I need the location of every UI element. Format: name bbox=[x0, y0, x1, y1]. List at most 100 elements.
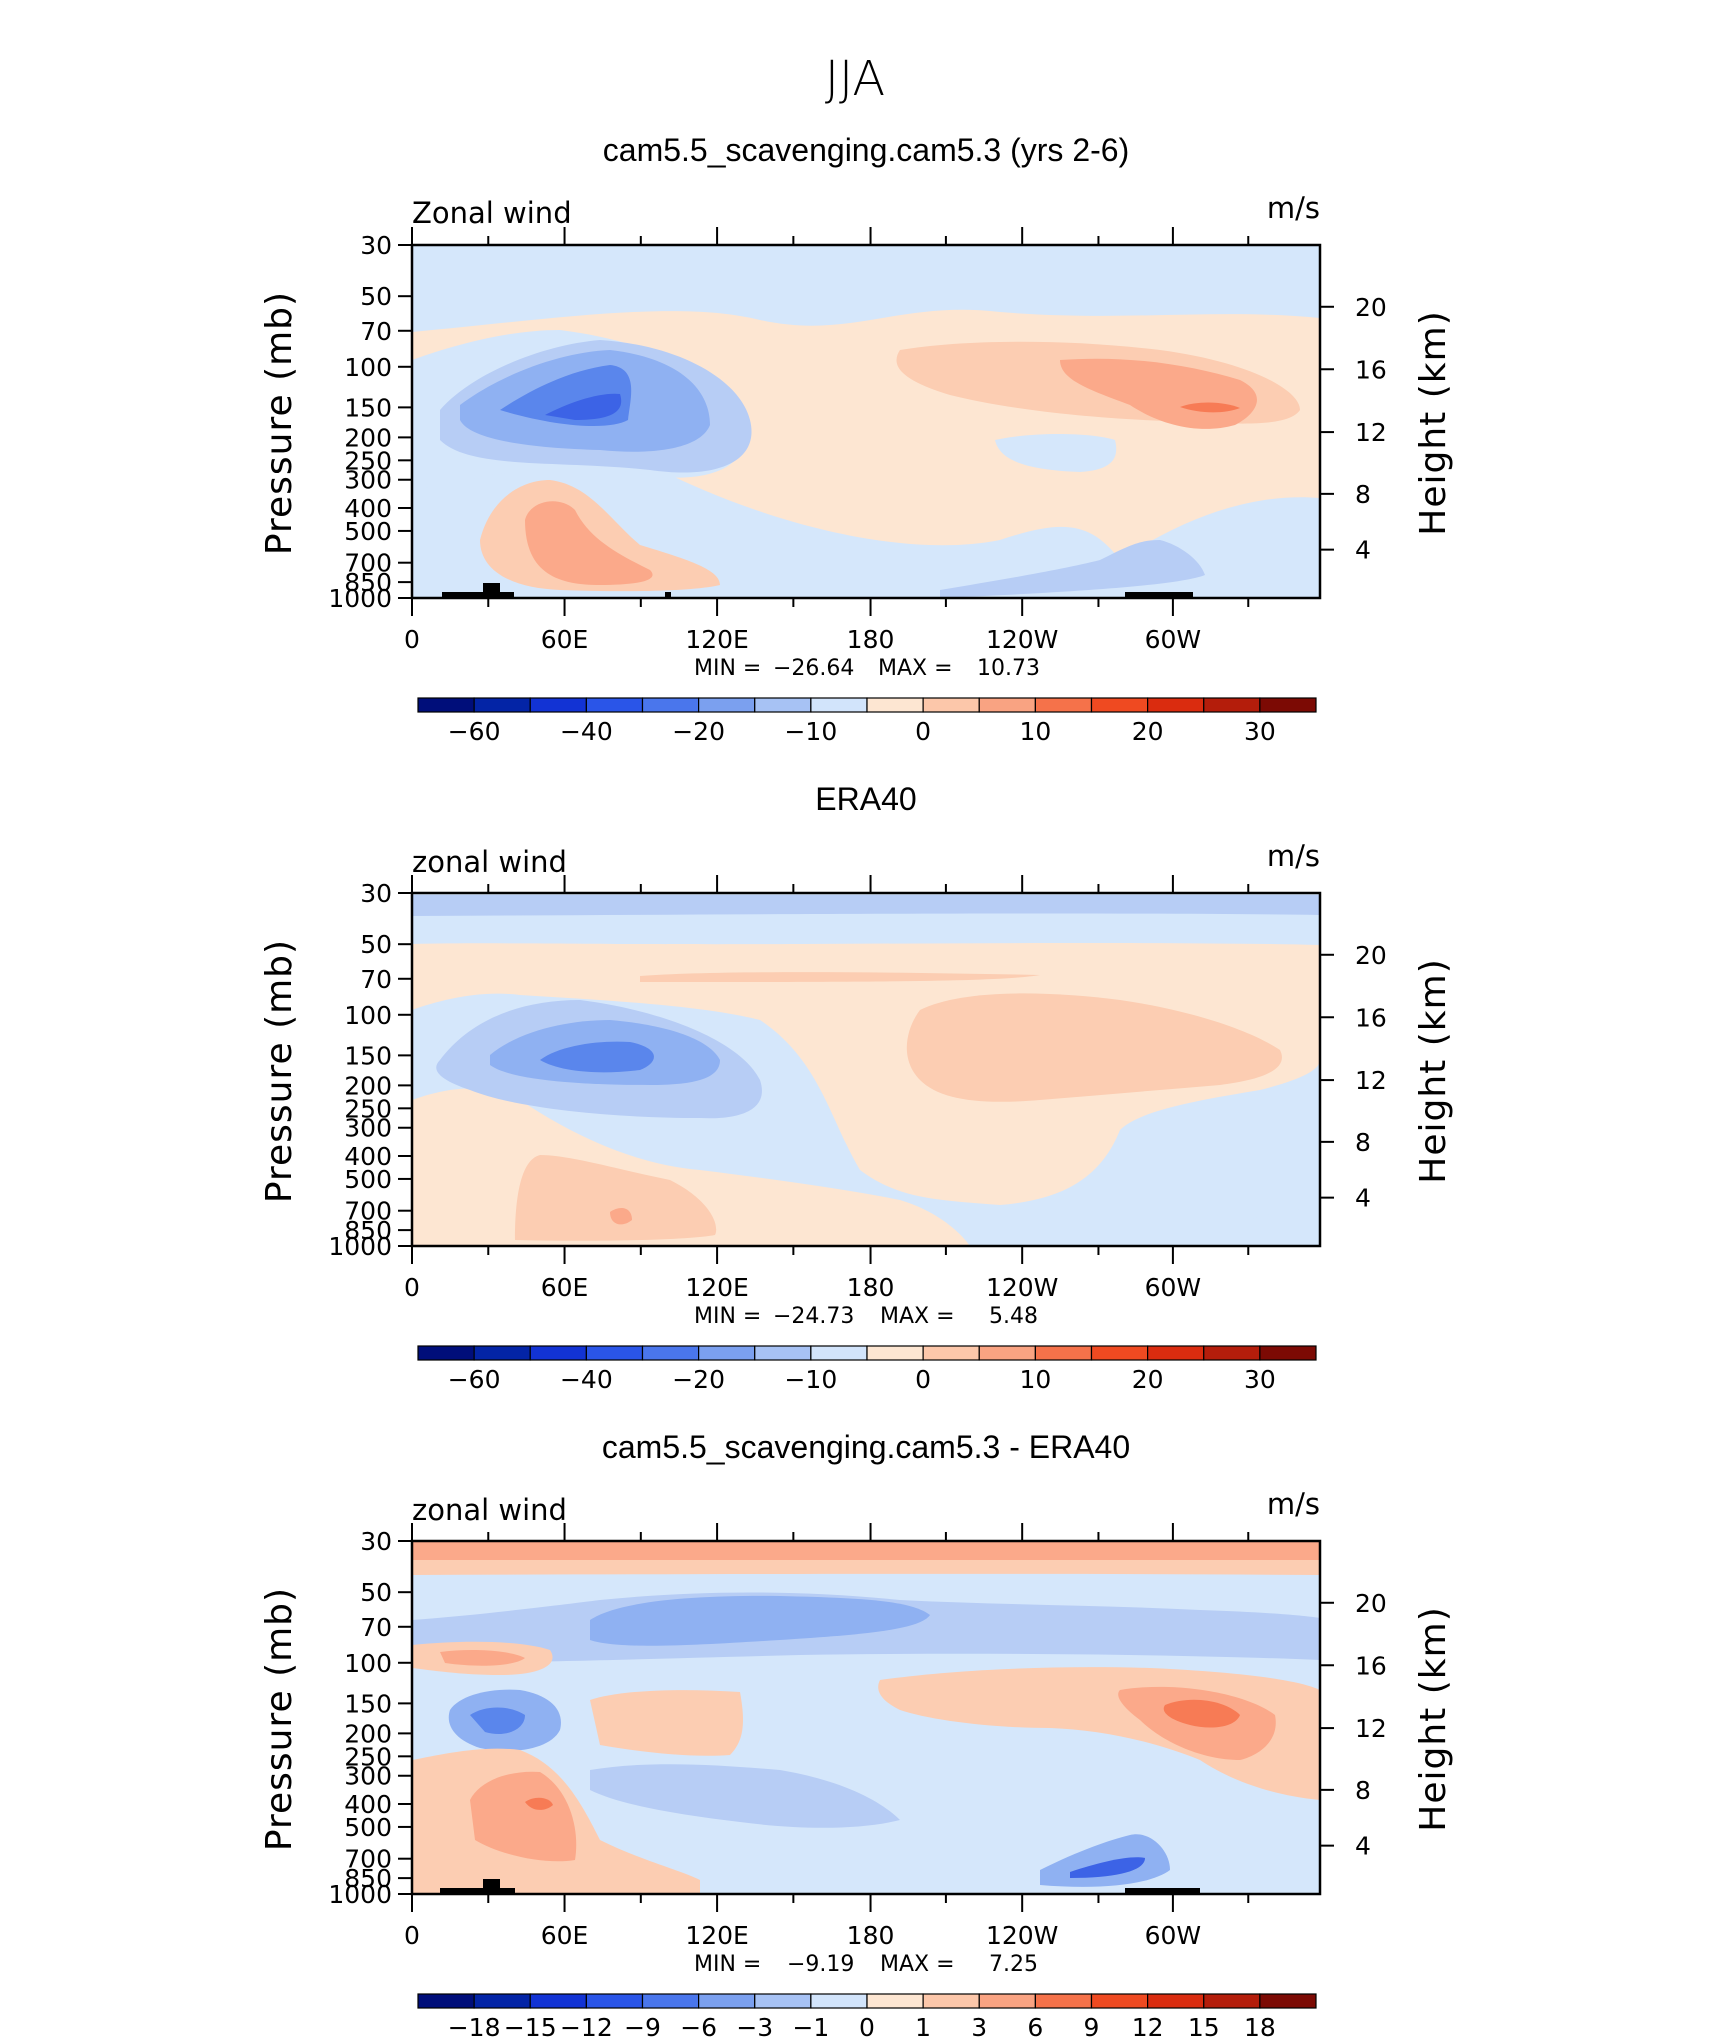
cell-east-weak bbox=[906, 993, 1282, 1102]
colorbar-label: −10 bbox=[784, 717, 837, 746]
topography bbox=[442, 583, 1193, 598]
x-tick-label: 60W bbox=[1145, 1921, 1202, 1950]
y2-tick-label: 8 bbox=[1355, 1776, 1371, 1805]
cell-west-min bbox=[545, 393, 622, 420]
colorbar-swatch bbox=[698, 1345, 756, 1361]
colorbar-swatch bbox=[417, 1993, 475, 2009]
y2-tick-label: 16 bbox=[1355, 1003, 1387, 1032]
y2-tick-label: 4 bbox=[1355, 1832, 1371, 1861]
colorbar-label: −20 bbox=[672, 1365, 725, 1394]
y-tick-label: 100 bbox=[344, 353, 392, 382]
plot-frame bbox=[410, 243, 1322, 600]
y-tick-label: 70 bbox=[360, 1613, 392, 1642]
colorbar-swatch bbox=[754, 697, 812, 713]
colorbar-swatch bbox=[1203, 697, 1261, 713]
colorbar-label: 0 bbox=[859, 2013, 875, 2038]
panel-obs: ERA40 zonal wind m/s Pressure (mb) Heigh… bbox=[259, 781, 1454, 1394]
min-value: −26.64 bbox=[773, 656, 854, 681]
y2-tick-label: 16 bbox=[1355, 1651, 1387, 1680]
colorbar-swatch bbox=[698, 697, 756, 713]
colorbar-swatch bbox=[1147, 1993, 1205, 2009]
negative-lowlevel-east bbox=[940, 540, 1205, 598]
y-axis-label: Pressure (mb) bbox=[259, 291, 300, 555]
y-axis-label: Pressure (mb) bbox=[259, 939, 300, 1203]
positive-max-east bbox=[1163, 1699, 1240, 1728]
y2-tick-label: 20 bbox=[1355, 1589, 1387, 1618]
colorbar-label: 3 bbox=[971, 2013, 987, 2038]
y-tick-label: 700 bbox=[344, 1845, 392, 1874]
y-tick-label: 200 bbox=[344, 1719, 392, 1748]
y2-tick-label: 20 bbox=[1355, 293, 1387, 322]
y-tick-label: 500 bbox=[344, 1165, 392, 1194]
colorbar-swatch bbox=[754, 1345, 812, 1361]
x-tick-label: 120W bbox=[986, 1921, 1058, 1950]
colorbar-label: −40 bbox=[560, 1365, 613, 1394]
colorbar-label: 30 bbox=[1244, 717, 1276, 746]
min-label: MIN = bbox=[694, 1304, 761, 1329]
colorbar-swatch bbox=[585, 697, 644, 713]
units-label: m/s bbox=[1267, 839, 1320, 873]
colorbar-label: −10 bbox=[784, 1365, 837, 1394]
min-label: MIN = bbox=[694, 656, 761, 681]
colorbar-swatch bbox=[1203, 1345, 1261, 1361]
colorbar-label: 9 bbox=[1084, 2013, 1100, 2038]
x-tick-label: 180 bbox=[847, 1273, 895, 1302]
y2-axis-label: Height (km) bbox=[1413, 958, 1454, 1183]
y-tick-label: 150 bbox=[344, 1041, 392, 1070]
colorbar-label: 10 bbox=[1019, 1365, 1051, 1394]
min-value: −9.19 bbox=[787, 1952, 854, 1977]
y-tick-label: 250 bbox=[344, 446, 392, 475]
y-tick-label: 50 bbox=[360, 1578, 392, 1607]
colorbar-swatch bbox=[473, 1345, 531, 1361]
y-tick-label: 300 bbox=[344, 1114, 392, 1143]
field-label: zonal wind bbox=[412, 1493, 567, 1527]
colorbar-swatch bbox=[866, 1993, 924, 2009]
colorbar: −60 −40 −20 −10 0 10 20 30 bbox=[417, 697, 1317, 746]
topography bbox=[440, 1879, 1200, 1894]
colorbar-swatch bbox=[1259, 1993, 1317, 2009]
colorbar-swatch bbox=[922, 1345, 980, 1361]
contour-field bbox=[412, 1541, 1320, 1894]
colorbar-swatch bbox=[641, 1993, 700, 2009]
x-tick-label: 180 bbox=[847, 1921, 895, 1950]
colorbar-label: 18 bbox=[1244, 2013, 1276, 2038]
x-tick-label: 60W bbox=[1145, 1273, 1202, 1302]
y-tick-label: 200 bbox=[344, 423, 392, 452]
max-label: MAX = bbox=[878, 656, 953, 681]
colorbar-label: 0 bbox=[915, 717, 931, 746]
x-tick-label: 60E bbox=[541, 625, 589, 654]
colorbar-swatch bbox=[1034, 697, 1093, 713]
y-tick-label: 70 bbox=[360, 965, 392, 994]
positive-top-band bbox=[412, 1541, 1320, 1562]
contour-field bbox=[412, 245, 1320, 598]
max-label: MAX = bbox=[880, 1952, 955, 1977]
field-label: Zonal wind bbox=[412, 196, 572, 230]
negative-stripe-mid bbox=[995, 434, 1117, 472]
negative-lower-band bbox=[590, 1764, 900, 1828]
x-tick-label: 60E bbox=[541, 1921, 589, 1950]
y-tick-label: 300 bbox=[344, 466, 392, 495]
colorbar-swatch bbox=[922, 697, 980, 713]
y-tick-label: 30 bbox=[360, 1527, 392, 1556]
y-tick-label: 30 bbox=[360, 231, 392, 260]
colorbar-label: −18 bbox=[448, 2013, 501, 2038]
colorbar-label: 12 bbox=[1132, 2013, 1164, 2038]
panel-model: cam5.5_scavenging.cam5.3 (yrs 2-6) Zonal… bbox=[259, 132, 1454, 746]
colorbar-swatch bbox=[529, 1993, 587, 2009]
colorbar-swatch bbox=[810, 1993, 868, 2009]
negative-low-east bbox=[1240, 1209, 1320, 1246]
colorbar-swatch bbox=[585, 1993, 644, 2009]
colorbar-swatch bbox=[641, 1345, 700, 1361]
colorbar-label: −60 bbox=[448, 717, 501, 746]
cell-lowlevel-mid bbox=[525, 501, 653, 585]
colorbar-swatch bbox=[978, 1345, 1036, 1361]
figure-title: JJA bbox=[825, 51, 885, 107]
max-value: 7.25 bbox=[989, 1952, 1038, 1977]
y-tick-label: 300 bbox=[344, 1762, 392, 1791]
colorbar-swatch bbox=[641, 697, 700, 713]
y2-tick-label: 20 bbox=[1355, 941, 1387, 970]
y2-tick-label: 12 bbox=[1355, 1066, 1387, 1095]
colorbar-swatch bbox=[810, 1345, 868, 1361]
